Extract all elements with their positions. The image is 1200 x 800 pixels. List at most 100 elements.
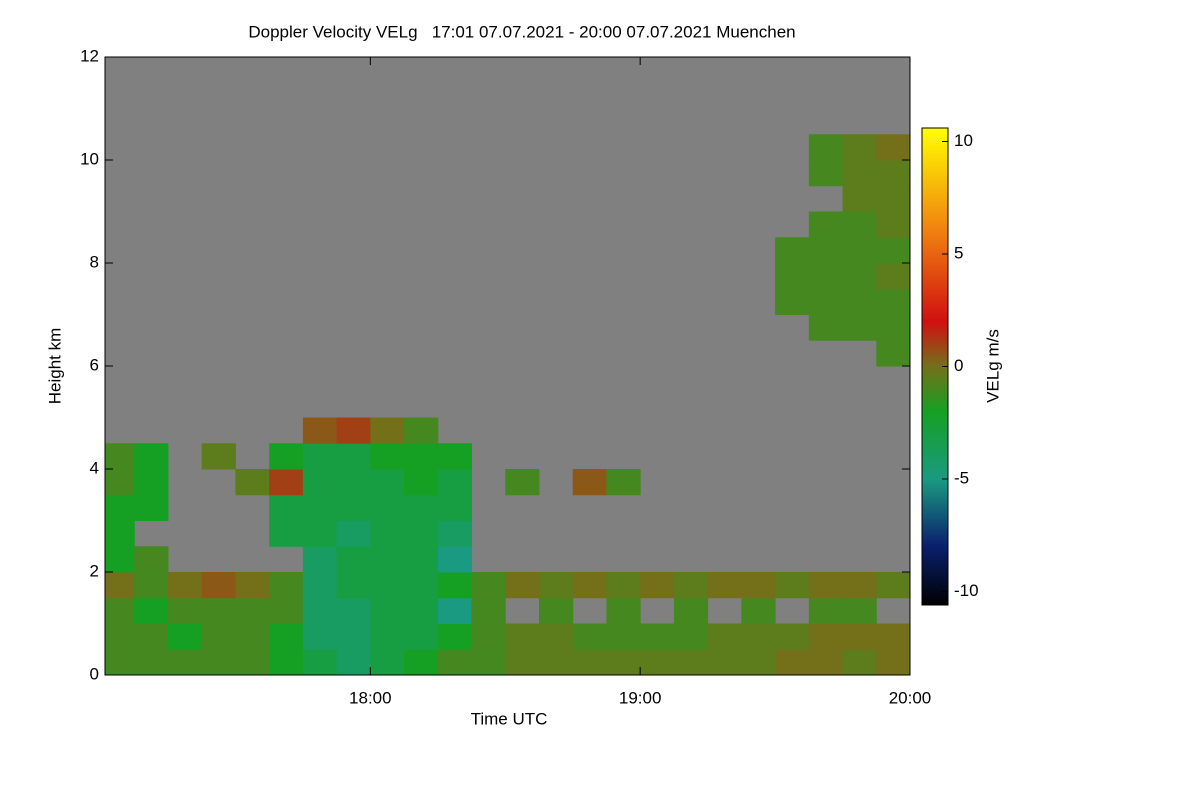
cell bbox=[167, 572, 203, 599]
cell bbox=[842, 314, 877, 341]
cell bbox=[370, 572, 405, 599]
cell bbox=[437, 546, 473, 573]
cell bbox=[404, 469, 439, 496]
cell bbox=[201, 572, 236, 599]
cell bbox=[370, 443, 405, 470]
colorbar-label: VELg m/s bbox=[983, 329, 1002, 403]
cell bbox=[105, 649, 135, 675]
cell bbox=[808, 572, 844, 599]
cell bbox=[336, 443, 371, 470]
cell bbox=[876, 134, 910, 161]
cell bbox=[842, 237, 877, 264]
x-tick-label: 18:00 bbox=[349, 688, 392, 707]
cell bbox=[201, 443, 236, 470]
y-tick-label: 4 bbox=[90, 458, 99, 477]
cell bbox=[842, 211, 877, 238]
y-tick-label: 2 bbox=[90, 561, 99, 580]
cell bbox=[437, 572, 473, 599]
y-tick-label: 8 bbox=[90, 252, 99, 271]
cell bbox=[808, 314, 844, 341]
cell bbox=[201, 597, 236, 624]
cell bbox=[673, 649, 709, 675]
cell bbox=[134, 546, 169, 573]
cell bbox=[741, 597, 776, 624]
cell bbox=[876, 237, 910, 264]
cell bbox=[775, 572, 810, 599]
cell bbox=[269, 443, 304, 470]
cell bbox=[134, 443, 169, 470]
cell bbox=[673, 623, 709, 650]
cell bbox=[235, 649, 270, 675]
cell bbox=[302, 417, 338, 444]
cell bbox=[808, 597, 844, 624]
cell bbox=[235, 469, 270, 496]
cell bbox=[572, 623, 607, 650]
cell bbox=[370, 623, 405, 650]
cell bbox=[302, 520, 338, 547]
cell bbox=[437, 443, 473, 470]
cell bbox=[134, 623, 169, 650]
cell bbox=[370, 520, 405, 547]
cell bbox=[505, 572, 540, 599]
cell bbox=[134, 572, 169, 599]
x-axis-label: Time UTC bbox=[471, 709, 548, 728]
cell bbox=[572, 572, 607, 599]
cell bbox=[741, 572, 776, 599]
axes: 0 2 4 6 8 10 12 18:00 19:00 20:00 -10 -5 0 5 10 bbox=[80, 46, 979, 707]
cell bbox=[640, 649, 675, 675]
cell bbox=[235, 572, 270, 599]
cell bbox=[505, 469, 540, 496]
cell bbox=[538, 597, 574, 624]
cell bbox=[842, 134, 877, 161]
cell bbox=[437, 520, 473, 547]
cell bbox=[876, 572, 910, 599]
cell bbox=[269, 597, 304, 624]
cell bbox=[606, 469, 641, 496]
cell bbox=[404, 649, 439, 675]
cell bbox=[876, 623, 910, 650]
cell bbox=[370, 469, 405, 496]
cell bbox=[606, 649, 641, 675]
cell bbox=[105, 520, 135, 547]
cell bbox=[505, 649, 540, 675]
cell bbox=[471, 649, 506, 675]
cell bbox=[538, 572, 574, 599]
cell bbox=[370, 597, 405, 624]
cell bbox=[876, 314, 910, 341]
cell bbox=[370, 494, 405, 521]
cell bbox=[235, 597, 270, 624]
cell bbox=[336, 572, 371, 599]
cell bbox=[105, 494, 135, 521]
cell bbox=[269, 649, 304, 675]
cell bbox=[370, 649, 405, 675]
cell bbox=[404, 572, 439, 599]
cell bbox=[842, 572, 877, 599]
cell bbox=[269, 623, 304, 650]
cell bbox=[775, 263, 810, 290]
cell bbox=[842, 160, 877, 187]
cell bbox=[876, 649, 910, 675]
cell bbox=[336, 469, 371, 496]
cell bbox=[876, 160, 910, 187]
cell bbox=[572, 469, 607, 496]
cell bbox=[437, 623, 473, 650]
colorbar-tick-label: 5 bbox=[954, 243, 963, 262]
cell bbox=[105, 546, 135, 573]
cell bbox=[404, 597, 439, 624]
colorbar-tick-label: -10 bbox=[954, 581, 979, 600]
cell bbox=[876, 211, 910, 238]
cell bbox=[707, 572, 742, 599]
cell bbox=[673, 597, 709, 624]
cell bbox=[505, 623, 540, 650]
cell bbox=[302, 494, 338, 521]
cell bbox=[606, 623, 641, 650]
cell bbox=[404, 494, 439, 521]
x-tick-label: 19:00 bbox=[619, 688, 662, 707]
cell bbox=[336, 623, 371, 650]
cell bbox=[167, 623, 203, 650]
y-tick-label: 10 bbox=[80, 149, 99, 168]
cell bbox=[842, 263, 877, 290]
cell bbox=[808, 134, 844, 161]
cell bbox=[606, 572, 641, 599]
cell bbox=[808, 211, 844, 238]
